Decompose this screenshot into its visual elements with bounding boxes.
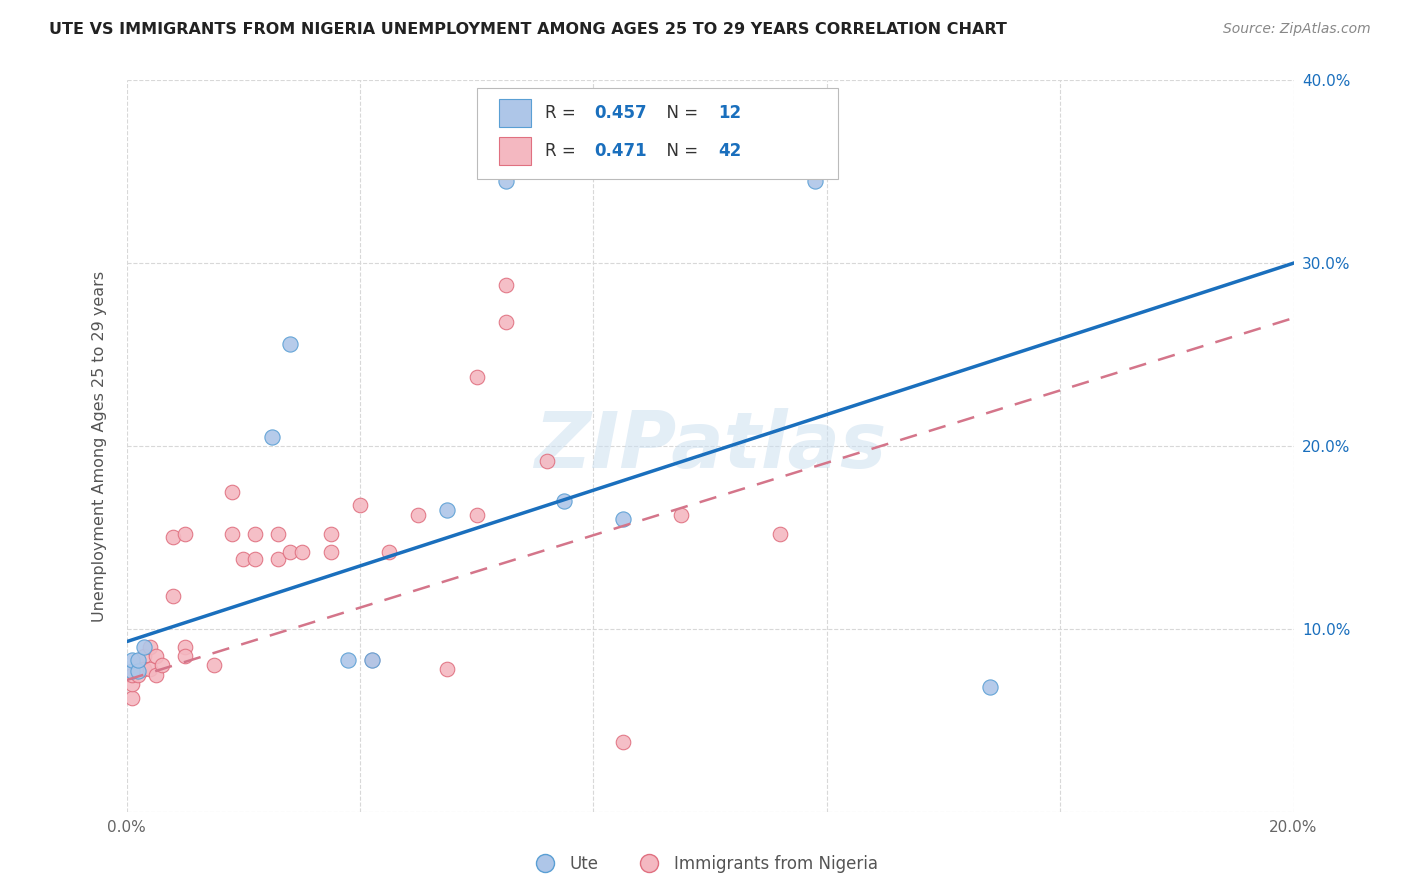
Point xyxy=(319,526,342,541)
Point xyxy=(465,508,488,523)
Point xyxy=(162,530,184,544)
Point xyxy=(132,640,155,655)
Point xyxy=(378,545,401,559)
FancyBboxPatch shape xyxy=(499,99,531,127)
Point xyxy=(495,278,517,293)
Point xyxy=(174,526,197,541)
Point xyxy=(290,545,312,559)
Point xyxy=(278,545,301,559)
Point xyxy=(121,653,143,667)
Point xyxy=(127,653,149,667)
Point xyxy=(278,336,301,351)
Point xyxy=(132,662,155,676)
Point xyxy=(769,526,792,541)
Text: 0.457: 0.457 xyxy=(595,104,647,122)
Point xyxy=(174,640,197,655)
Text: 0.471: 0.471 xyxy=(595,142,647,161)
Point xyxy=(202,658,225,673)
Point xyxy=(150,658,173,673)
Text: N =: N = xyxy=(657,104,704,122)
Point xyxy=(553,494,575,508)
Point xyxy=(267,552,290,566)
Text: 12: 12 xyxy=(718,104,741,122)
Point xyxy=(127,667,149,681)
Point xyxy=(174,649,197,664)
Point xyxy=(132,649,155,664)
Point xyxy=(121,691,143,706)
Point xyxy=(232,552,254,566)
Text: R =: R = xyxy=(546,104,582,122)
Text: UTE VS IMMIGRANTS FROM NIGERIA UNEMPLOYMENT AMONG AGES 25 TO 29 YEARS CORRELATIO: UTE VS IMMIGRANTS FROM NIGERIA UNEMPLOYM… xyxy=(49,22,1007,37)
Point xyxy=(979,681,1001,695)
Point xyxy=(243,552,266,566)
Point xyxy=(221,526,243,541)
FancyBboxPatch shape xyxy=(499,137,531,165)
Point xyxy=(612,512,634,526)
Point xyxy=(243,526,266,541)
Text: 42: 42 xyxy=(718,142,741,161)
Point xyxy=(536,453,558,467)
Point xyxy=(145,649,167,664)
Point xyxy=(337,653,360,667)
Text: ZIPatlas: ZIPatlas xyxy=(534,408,886,484)
Point xyxy=(139,662,162,676)
Point xyxy=(127,664,149,678)
Point xyxy=(612,735,634,749)
Point xyxy=(495,174,517,188)
Point xyxy=(162,589,184,603)
Text: N =: N = xyxy=(657,142,704,161)
Point xyxy=(121,664,143,678)
Point xyxy=(360,653,382,667)
Point xyxy=(262,430,284,444)
Point xyxy=(267,526,290,541)
Point xyxy=(145,667,167,681)
Point xyxy=(408,508,430,523)
Text: Source: ZipAtlas.com: Source: ZipAtlas.com xyxy=(1223,22,1371,37)
Point xyxy=(436,662,458,676)
Point xyxy=(221,484,243,499)
Legend: Ute, Immigrants from Nigeria: Ute, Immigrants from Nigeria xyxy=(522,848,884,880)
Text: R =: R = xyxy=(546,142,582,161)
Point xyxy=(360,653,382,667)
Point xyxy=(139,640,162,655)
Point xyxy=(349,498,371,512)
Point xyxy=(669,508,692,523)
Point xyxy=(465,369,488,384)
Point xyxy=(121,667,143,681)
Point xyxy=(495,315,517,329)
Point xyxy=(804,174,827,188)
Y-axis label: Unemployment Among Ages 25 to 29 years: Unemployment Among Ages 25 to 29 years xyxy=(93,270,107,622)
Point xyxy=(319,545,342,559)
FancyBboxPatch shape xyxy=(477,87,838,179)
Point xyxy=(436,503,458,517)
Point xyxy=(121,676,143,690)
Point xyxy=(127,658,149,673)
